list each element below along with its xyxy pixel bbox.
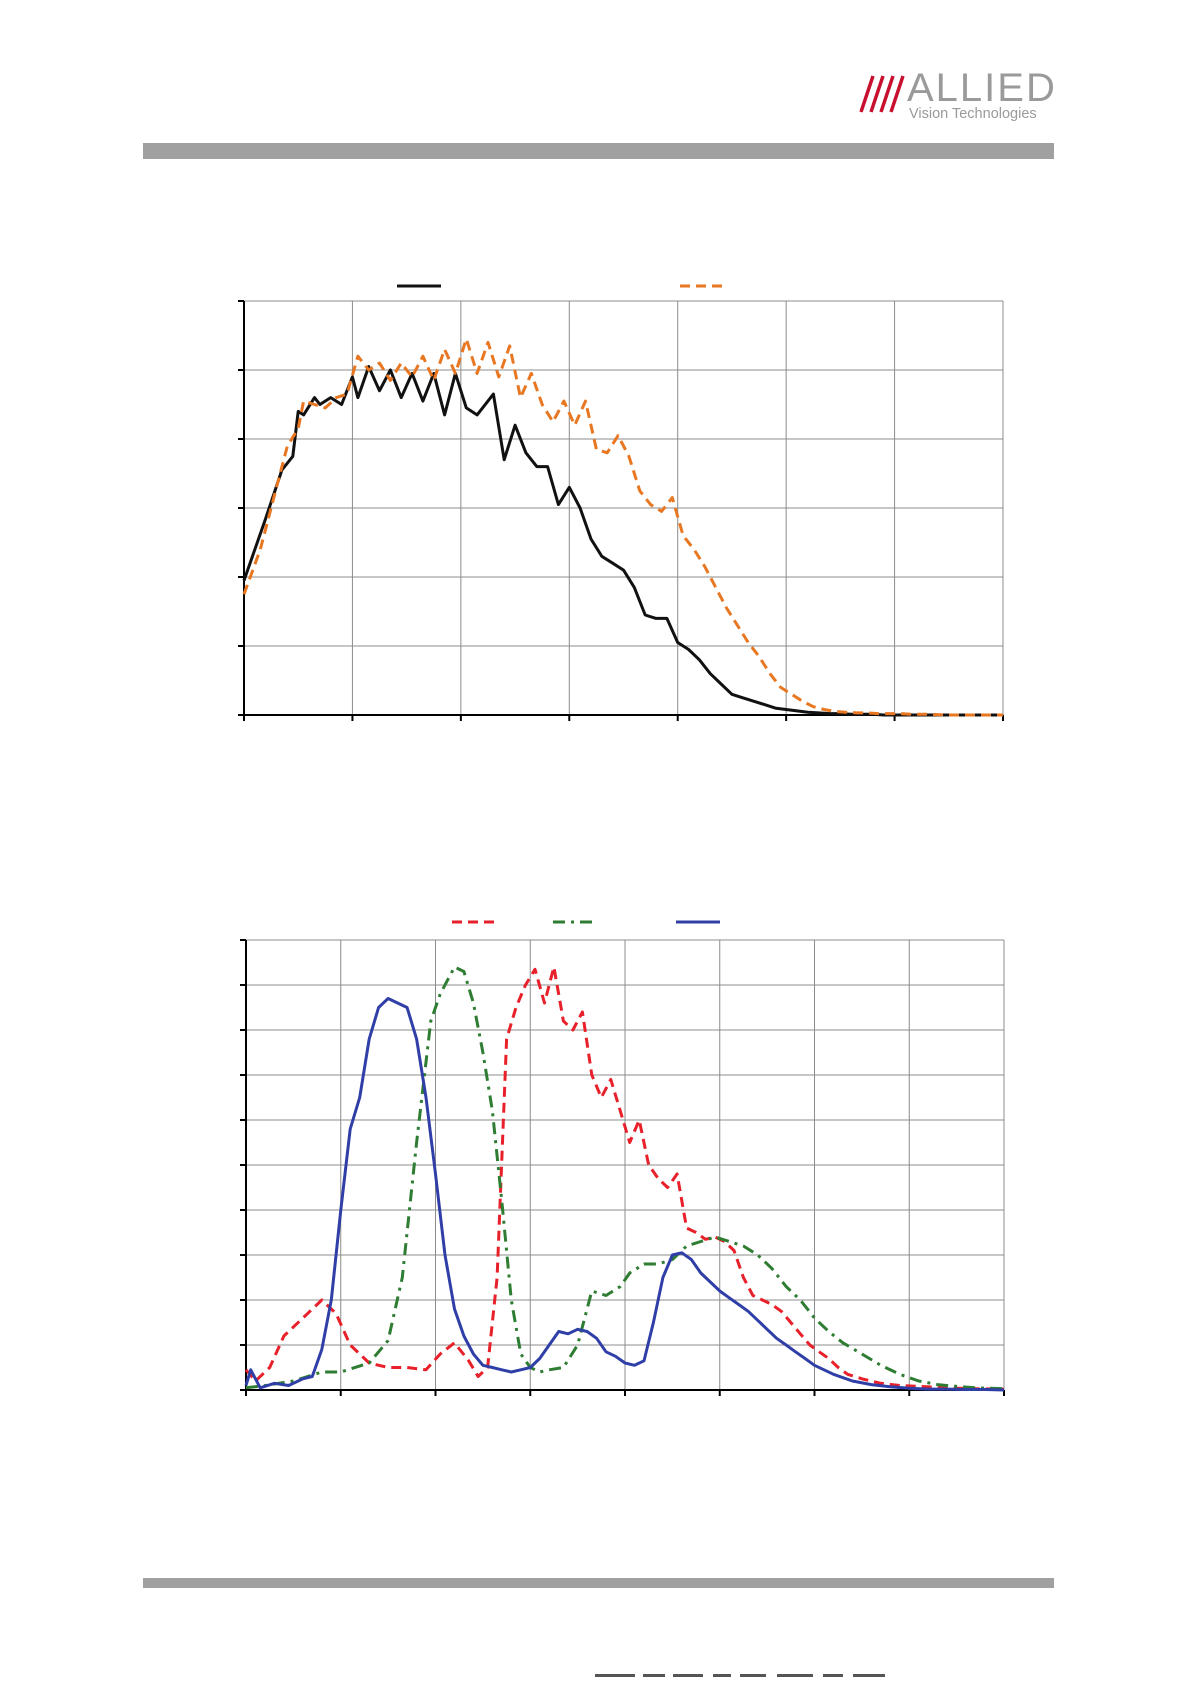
logo-slashes-icon <box>859 75 905 113</box>
chart-2 <box>240 920 1005 1396</box>
footer-text-fragment <box>595 1674 885 1677</box>
logo-name: ALLIED <box>907 66 1057 110</box>
chart1-series-2-line <box>242 337 1003 717</box>
chart2-series-2-line <box>245 965 1005 1391</box>
logo-subtitle: Vision Technologies <box>909 106 1037 122</box>
footer-divider <box>143 1578 1054 1588</box>
chart1-series-1-line <box>242 365 1003 717</box>
company-logo: ALLIED Vision Technologies <box>855 66 1055 126</box>
chart2-series-1-line <box>244 965 1005 1391</box>
header-divider <box>143 143 1054 159</box>
chart2-series-3-line <box>244 997 1005 1392</box>
chart-1 <box>238 284 1004 721</box>
